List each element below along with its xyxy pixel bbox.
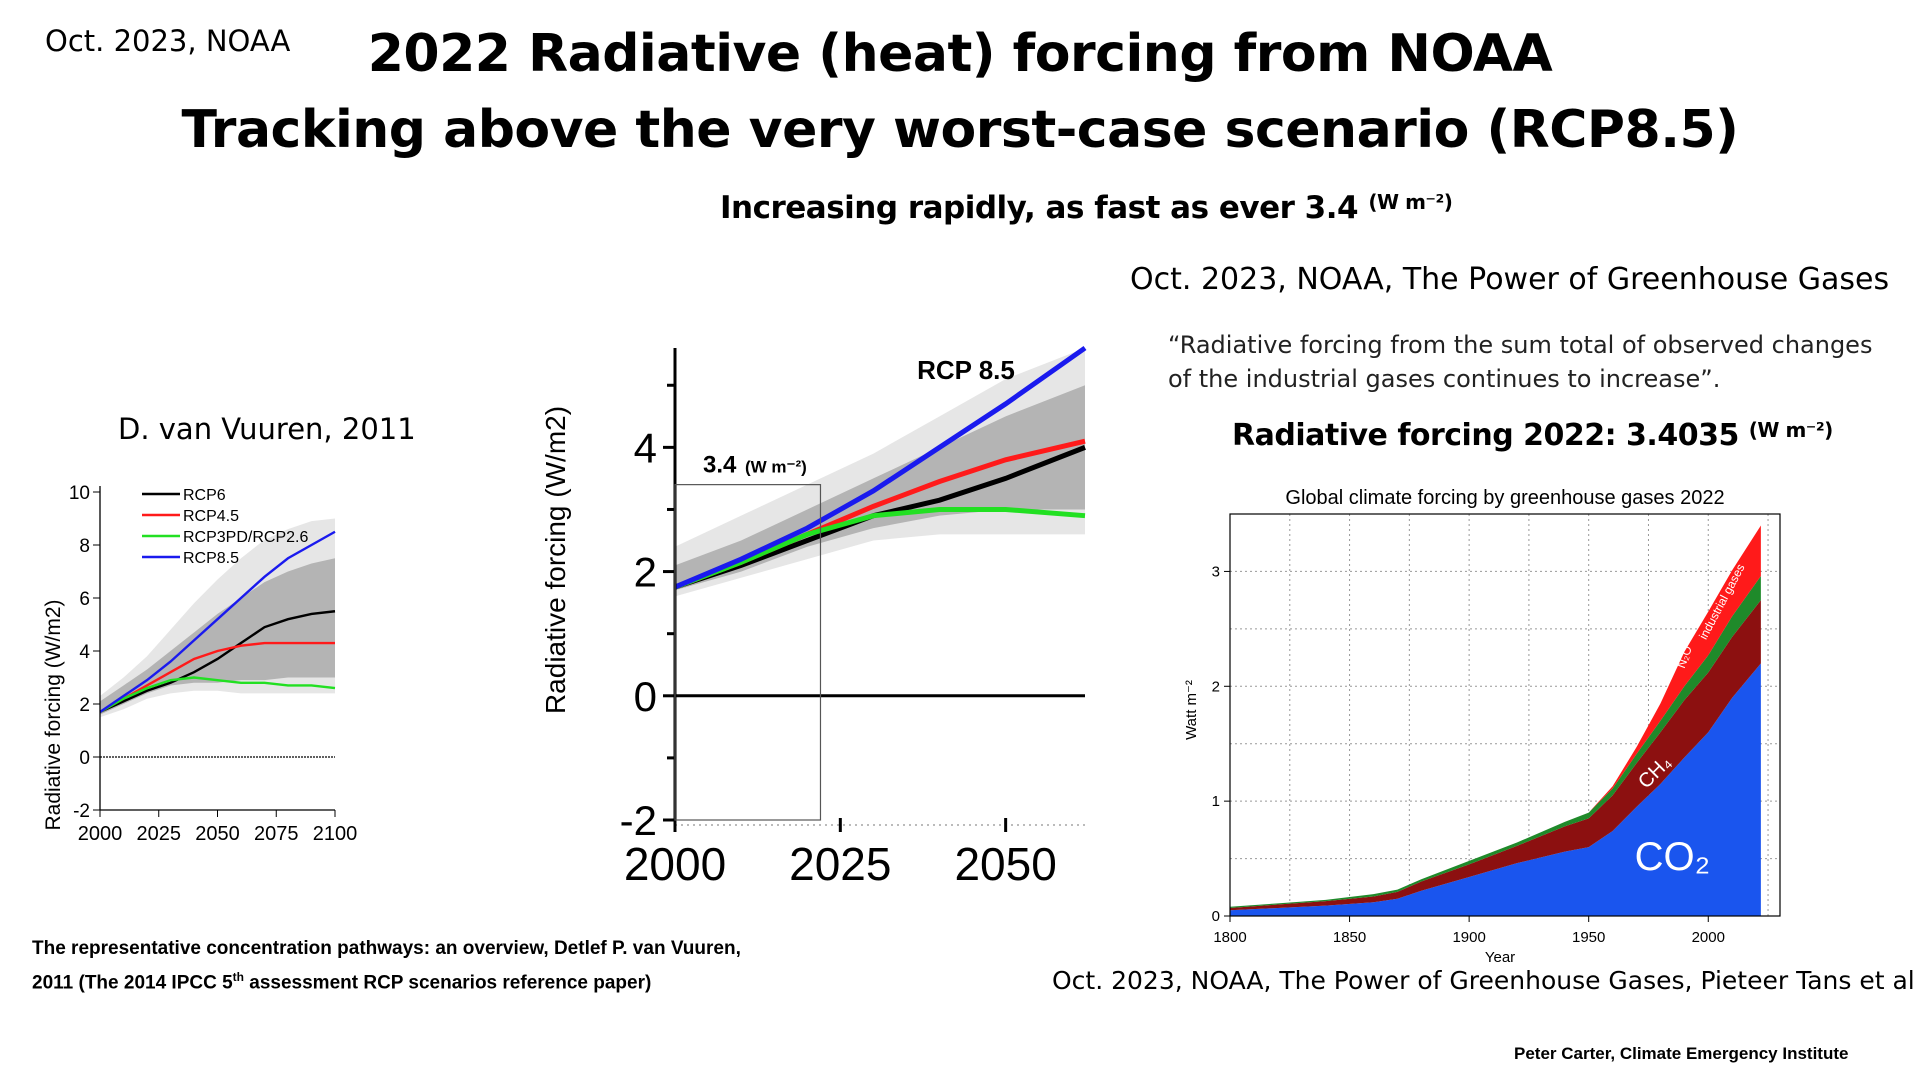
zoom-y-axis-label: Radiative forcing (W/m2) [540, 406, 571, 714]
rcp-axes: -2 0 2 4 6 8 10 2000 2025 2050 2075 2100 [69, 483, 357, 845]
rcp-x-tick-label: 2050 [195, 823, 240, 845]
noaa-axes: 0 1 2 3 1800 1850 1900 1950 2000 [1212, 513, 1781, 946]
noaa-forcing-chart: Global climate forcing by greenhouse gas… [1183, 487, 1781, 966]
rcp-line-rcp85 [99, 530, 336, 713]
rcp-series-lines [99, 530, 336, 714]
quote-line-1: “Radiative forcing from the sum total of… [1168, 331, 1873, 359]
rcp-line-rcp45 [99, 641, 335, 713]
reference-citation: The representative concentration pathway… [32, 934, 741, 997]
rcp-zoom-chart: -2 0 2 4 2000 2025 2050 RCP 8.5 3.4 (W m⁻²) Radi… [540, 345, 1087, 890]
zoom-y-tick-label: 2 [634, 549, 657, 596]
citation-sup: th [232, 970, 244, 984]
noaa-plot-frame [1229, 513, 1781, 917]
rcp-inner-band [100, 558, 335, 715]
rcp-line-rcp6 [99, 610, 336, 714]
rcp-legend: RCP6 RCP4.5 RCP3PD/RCP2.6 RCP8.5 [142, 487, 308, 567]
source-corner-label: Oct. 2023, NOAA [45, 24, 291, 58]
headline-value-text: Increasing rapidly, as fast as ever 3.4 [720, 190, 1359, 226]
noaa-y-tick-label: 3 [1212, 563, 1220, 580]
noaa-y-axis-label: Watt m⁻² [1183, 680, 1200, 740]
right-panel-heading: Oct. 2023, NOAA, The Power of Greenhouse… [1130, 262, 1890, 297]
rcp-x-tick-label: 2075 [254, 823, 299, 845]
rcp-legend-label: RCP8.5 [183, 550, 239, 567]
rcp-legend-label: RCP3PD/RCP2.6 [183, 529, 308, 546]
noaa-x-tick-label: 1900 [1452, 929, 1485, 946]
page-subtitle: Tracking above the very worst-case scena… [181, 100, 1739, 160]
noaa-x-tick-label: 1850 [1333, 929, 1366, 946]
rf-2022-value: Radiative forcing 2022: 3.4035 (W m⁻²) [1232, 418, 1833, 453]
noaa-quote: “Radiative forcing from the sum total of… [1168, 328, 1872, 396]
co2-label: CO₂ [1635, 835, 1711, 879]
zoom-line-rcp85 [674, 345, 1087, 590]
noaa-y-tick-label: 0 [1212, 908, 1220, 925]
zoom-axes: -2 0 2 4 2000 2025 2050 [620, 348, 1085, 890]
noaa-grid [1230, 514, 1780, 916]
zoom-y-tick-label: -2 [620, 797, 657, 844]
noaa-x-tick-label: 1950 [1572, 929, 1605, 946]
headline-value-unit: (W m⁻²) [1368, 190, 1453, 214]
left-chart-source: D. van Vuuren, 2011 [118, 412, 416, 446]
zoom-annotations: RCP 8.5 3.4 (W m⁻²) [674, 355, 1015, 821]
rcp-y-tick-label: 2 [79, 695, 90, 716]
noaa-y-tick-label: 1 [1212, 793, 1220, 810]
rcp-scenarios-chart: -2 0 2 4 6 8 10 2000 2025 2050 2075 2100 RCP6 RCP4.5… [42, 483, 357, 845]
noaa-stacked-areas [1230, 525, 1761, 916]
rcp-x-tick-label: 2000 [78, 823, 123, 845]
noaa-y-tick-label: 2 [1212, 678, 1220, 695]
zoom-x-tick-label: 2050 [954, 838, 1056, 890]
noaa-area-industrial [1230, 525, 1761, 907]
rcp-y-tick-label: 0 [79, 748, 90, 769]
marker-value-label: 3.4 [703, 452, 737, 479]
noaa-area-ch4 [1230, 600, 1761, 911]
zoom-x-tick-label: 2000 [624, 838, 726, 890]
marker-unit-label: (W m⁻²) [745, 458, 807, 477]
zoom-y-tick-label: 4 [634, 424, 657, 471]
zoom-y-tick-label: 0 [634, 673, 657, 720]
zoom-x-tick-label: 2025 [789, 838, 891, 890]
noaa-x-tick-label: 1800 [1213, 929, 1246, 946]
rf-2022-text: Radiative forcing 2022: 3.4035 [1232, 418, 1739, 453]
rcp-y-tick-label: 6 [79, 589, 90, 610]
rcp-x-tick-label: 2025 [137, 823, 182, 845]
rcp85-label: RCP 8.5 [917, 355, 1015, 385]
noaa-citation: Oct. 2023, NOAA, The Power of Greenhouse… [1052, 966, 1915, 995]
quote-line-2: of the industrial gases continues to inc… [1168, 365, 1721, 393]
citation-line-2a: 2011 (The 2014 IPCC 5 [32, 972, 233, 994]
marker-box-2022 [674, 484, 822, 821]
citation-line-1: The representative concentration pathway… [32, 938, 741, 959]
rf-2022-unit: (W m⁻²) [1748, 418, 1833, 442]
page-title: 2022 Radiative (heat) forcing from NOAA [367, 24, 1553, 84]
headline-value: Increasing rapidly, as fast as ever 3.4 … [720, 190, 1453, 226]
noaa-x-tick-label: 2000 [1692, 929, 1725, 946]
zoom-series-lines [674, 345, 1087, 590]
citation-line-2b: assessment RCP scenarios reference paper… [244, 972, 652, 994]
rcp-legend-label: RCP4.5 [183, 508, 239, 525]
rcp-y-tick-label: 10 [69, 483, 90, 504]
rcp-y-tick-label: 4 [79, 642, 90, 663]
rcp-legend-label: RCP6 [183, 487, 226, 504]
rcp-y-tick-label: 8 [79, 536, 90, 557]
noaa-chart-title: Global climate forcing by greenhouse gas… [1285, 487, 1724, 509]
rcp-x-tick-label: 2100 [313, 823, 358, 845]
rcp-line-rcp26 [99, 676, 336, 713]
noaa-x-axis-label: Year [1485, 949, 1515, 966]
noaa-area-co2 [1230, 663, 1761, 916]
zoom-line-rcp26 [674, 506, 1086, 590]
author-credit: Peter Carter, Climate Emergency Institut… [1514, 1044, 1849, 1063]
rcp-y-tick-label: -2 [73, 801, 90, 822]
rcp-y-axis-label: Radiative forcing (W/m2) [42, 599, 65, 830]
citation-line-2: 2011 (The 2014 IPCC 5th assessment RCP s… [32, 963, 741, 997]
